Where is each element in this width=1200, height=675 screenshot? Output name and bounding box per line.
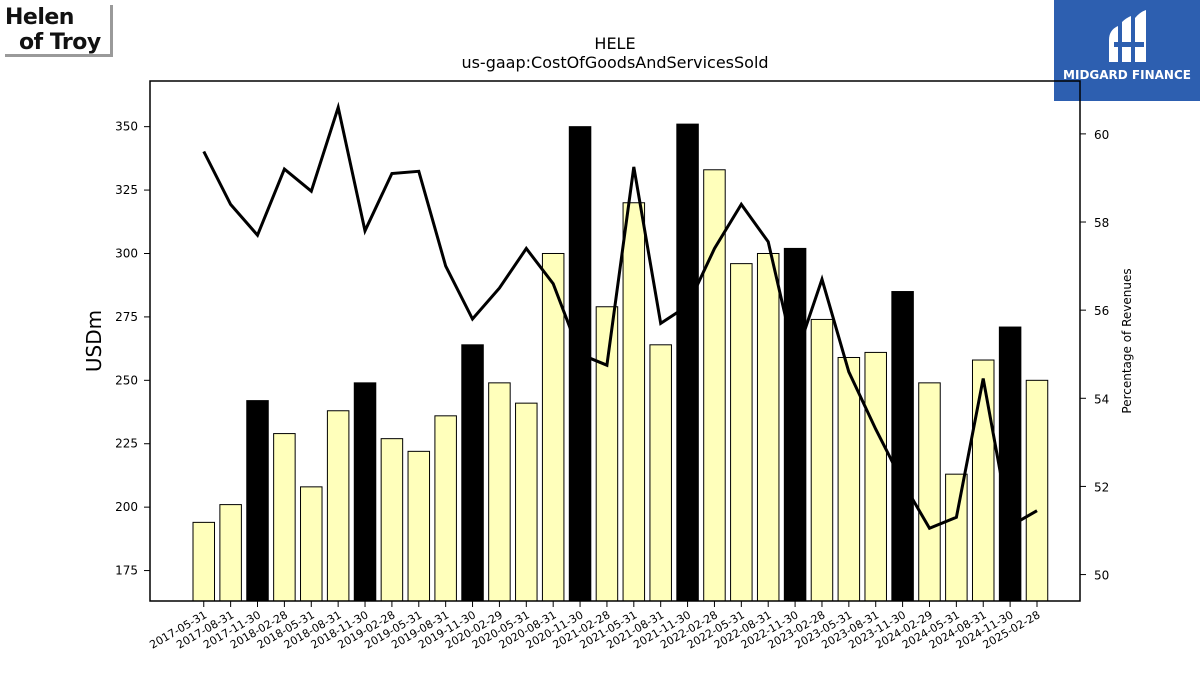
y-tick-label: 200 [115, 500, 138, 514]
y2-tick-label: 56 [1094, 304, 1109, 318]
bar-2019-02-28 [380, 438, 404, 602]
x-axis-ticks: 2017-05-312017-08-312017-11-302018-02-28… [147, 601, 1042, 652]
bar-2021-08-31 [649, 344, 672, 602]
bar-2021-02-28 [595, 306, 619, 602]
bar-2020-05-31 [515, 402, 538, 602]
bar-2018-08-31 [326, 410, 350, 602]
midgard-emblem-icon [1109, 10, 1146, 62]
bar-2023-05-31 [837, 356, 861, 602]
y-tick-label: 275 [115, 310, 138, 324]
bar-2018-05-31 [300, 486, 323, 602]
y-tick-label: 350 [115, 120, 138, 134]
bar-2024-08-31 [971, 359, 995, 602]
bar-2023-11-30 [891, 291, 914, 602]
bar-2022-11-30 [783, 247, 807, 602]
plot-frame [149, 80, 1081, 602]
bar-2017-05-31 [192, 521, 216, 602]
bar-2022-05-31 [730, 263, 753, 602]
bar-2023-02-28 [810, 318, 834, 602]
bars-layer [192, 123, 1049, 602]
bar-2024-05-31 [945, 473, 968, 602]
logo-line-2: of Troy [19, 30, 101, 55]
bar-2025-02-28 [1025, 379, 1049, 602]
bar-2020-02-29 [488, 382, 511, 602]
y-tick-label: 325 [115, 183, 138, 197]
bar-2019-05-31 [407, 450, 431, 602]
bar-2017-11-30 [246, 400, 269, 602]
helen-of-troy-logo: Helen of Troy [5, 5, 113, 57]
chart-subtitle: us-gaap:CostOfGoodsAndServicesSold [461, 53, 768, 72]
y-tick-label: 300 [115, 246, 138, 260]
y2-tick-label: 54 [1094, 392, 1109, 406]
y2-tick-label: 52 [1094, 480, 1109, 494]
bar-2021-05-31 [622, 202, 646, 602]
y2-tick-label: 50 [1094, 569, 1109, 583]
chart-title: HELE [594, 34, 635, 53]
midgard-finance-logo: MIDGARD FINANCE [1054, 0, 1200, 101]
bar-2020-11-30 [568, 126, 592, 602]
bar-2024-02-29 [918, 382, 941, 602]
y-tick-label: 175 [115, 564, 138, 578]
bar-2018-11-30 [353, 382, 377, 602]
y2-tick-label: 60 [1094, 128, 1109, 142]
right-axis-ticks: 50 52 54 56 58 60 [1080, 128, 1109, 583]
bar-2024-11-30 [998, 326, 1022, 602]
y-tick-label: 250 [115, 373, 138, 387]
y2-tick-label: 58 [1094, 216, 1109, 230]
bar-2018-02-28 [273, 433, 296, 602]
bar-2022-08-31 [756, 252, 780, 602]
y-axis-label: USDm [82, 310, 106, 372]
percentage-of-revenues-line [202, 101, 1038, 531]
bar-2019-08-31 [434, 415, 457, 602]
bar-2019-11-30 [461, 344, 484, 602]
y-tick-label: 225 [115, 437, 138, 451]
y2-axis-label: Percentage of Revenues [1120, 268, 1134, 413]
bar-2017-08-31 [219, 504, 242, 602]
left-axis-ticks: 175 200 225 250 275 300 325 350 [115, 120, 150, 578]
logo-line-1: Helen [5, 5, 74, 30]
bar-2021-11-30 [676, 123, 699, 602]
bar-2023-08-31 [864, 351, 887, 602]
publisher-logo-text: MIDGARD FINANCE [1063, 68, 1191, 82]
